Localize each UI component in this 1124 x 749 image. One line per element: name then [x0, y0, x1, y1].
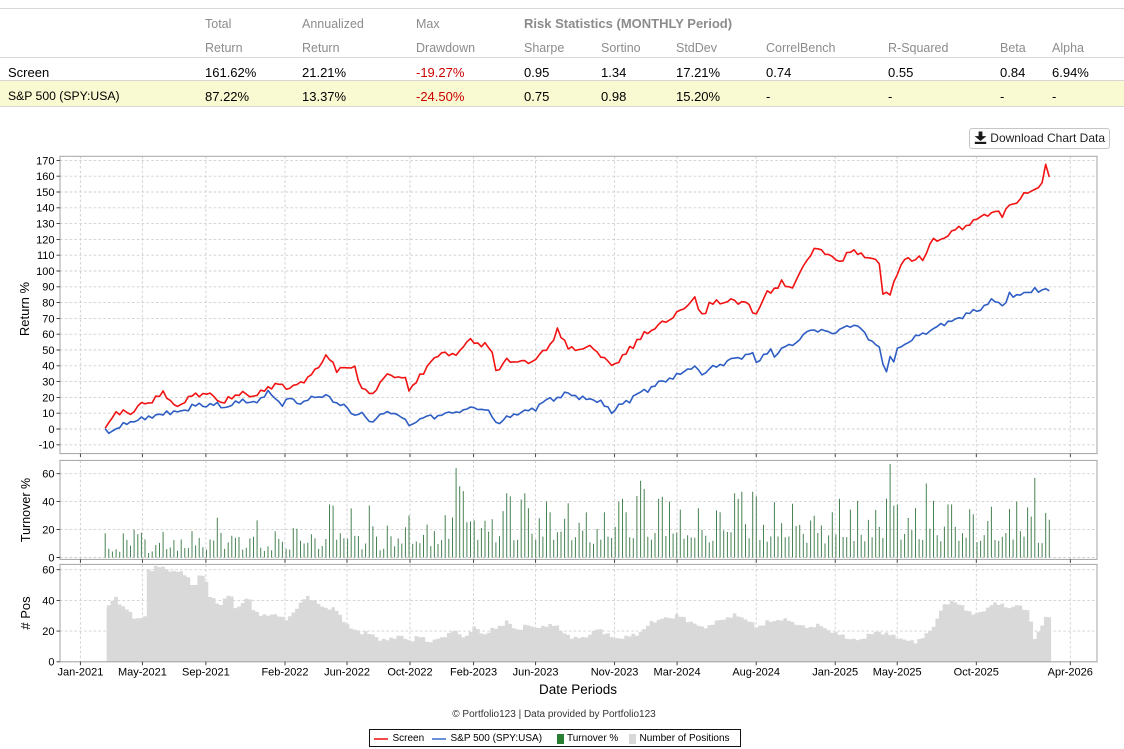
- svg-text:50: 50: [42, 345, 54, 357]
- svg-text:150: 150: [36, 187, 54, 199]
- svg-text:60: 60: [42, 329, 54, 341]
- svg-text:110: 110: [37, 250, 55, 262]
- svg-text:70: 70: [42, 313, 54, 325]
- svg-text:Feb-2022: Feb-2022: [261, 667, 308, 679]
- svg-text:Sep-2021: Sep-2021: [182, 667, 230, 679]
- svg-text:Mar-2024: Mar-2024: [654, 667, 701, 679]
- svg-text:40: 40: [42, 497, 54, 509]
- svg-text:20: 20: [42, 525, 54, 537]
- svg-text:160: 160: [36, 171, 54, 183]
- svg-text:60: 60: [42, 469, 54, 481]
- svg-text:10: 10: [42, 408, 54, 420]
- svg-text:0: 0: [48, 657, 54, 669]
- svg-text:60: 60: [42, 565, 54, 577]
- svg-text:Jun-2022: Jun-2022: [324, 667, 370, 679]
- svg-text:120: 120: [36, 234, 54, 246]
- svg-text:80: 80: [42, 298, 54, 310]
- svg-text:© Portfolio123 | Data provided: © Portfolio123 | Data provided by Portfo…: [452, 709, 656, 720]
- svg-text:Date Periods: Date Periods: [539, 682, 617, 697]
- svg-text:0: 0: [48, 424, 54, 436]
- svg-text:Nov-2023: Nov-2023: [591, 667, 639, 679]
- svg-text:Jan-2021: Jan-2021: [57, 667, 103, 679]
- svg-text:0: 0: [48, 552, 54, 564]
- svg-text:130: 130: [36, 219, 54, 231]
- svg-text:170: 170: [36, 155, 54, 167]
- svg-text:20: 20: [42, 626, 54, 638]
- svg-text:20: 20: [42, 392, 54, 404]
- svg-text:Apr-2026: Apr-2026: [1048, 667, 1093, 679]
- svg-text:Jun-2023: Jun-2023: [513, 667, 559, 679]
- svg-text:Feb-2023: Feb-2023: [450, 667, 497, 679]
- svg-text:40: 40: [42, 595, 54, 607]
- svg-text:May-2021: May-2021: [118, 667, 167, 679]
- svg-text:100: 100: [36, 266, 54, 278]
- svg-text:-10: -10: [39, 440, 55, 452]
- svg-text:Jan-2025: Jan-2025: [812, 667, 858, 679]
- svg-text:140: 140: [36, 203, 54, 215]
- svg-text:40: 40: [42, 361, 54, 373]
- svg-text:Return %: Return %: [17, 281, 32, 336]
- svg-text:# Pos: # Pos: [18, 596, 33, 630]
- svg-text:Aug-2024: Aug-2024: [732, 667, 780, 679]
- svg-text:Oct-2025: Oct-2025: [954, 667, 999, 679]
- svg-text:30: 30: [42, 377, 54, 389]
- svg-text:Oct-2022: Oct-2022: [387, 667, 432, 679]
- svg-text:90: 90: [42, 282, 54, 294]
- svg-text:May-2025: May-2025: [873, 667, 922, 679]
- svg-text:Turnover %: Turnover %: [19, 478, 33, 542]
